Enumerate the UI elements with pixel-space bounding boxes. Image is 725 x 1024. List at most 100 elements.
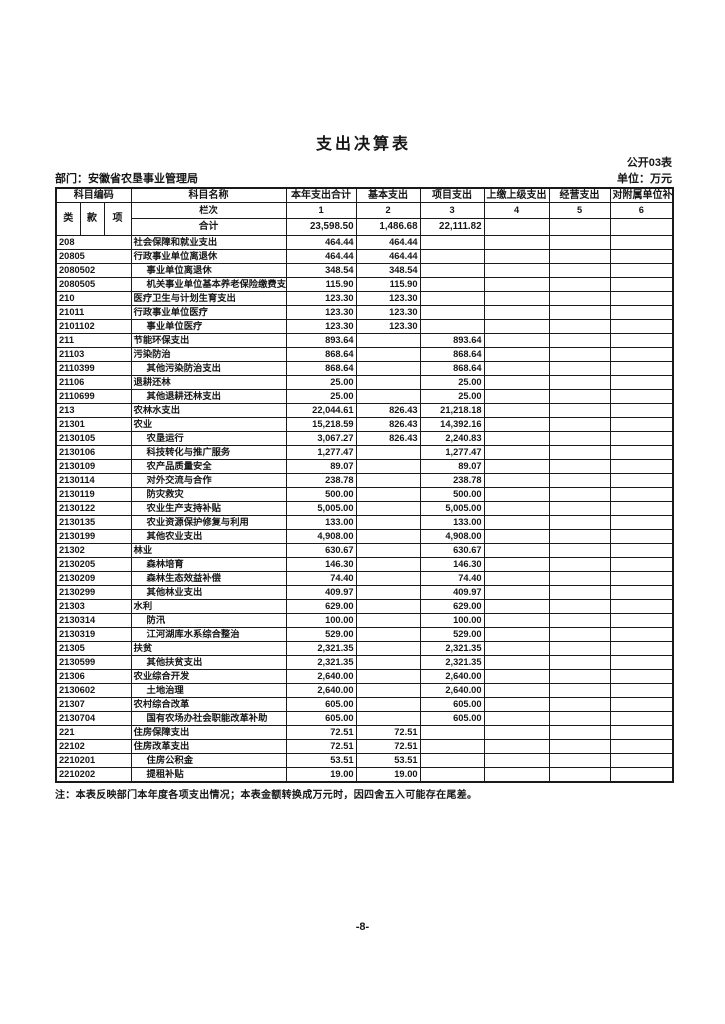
value-cell — [609, 683, 674, 699]
value-cell: 605.00 — [285, 711, 357, 727]
subject-name-cell: 水利 — [130, 599, 287, 615]
table-row: 210 医疗卫生与计划生育支出 123.30 123.30 — [55, 291, 674, 307]
table-row: 2130299 其他林业支出 409.97 409.97 — [55, 585, 674, 601]
value-cell — [355, 599, 421, 615]
value-cell — [419, 305, 485, 321]
subject-code-cell: 2110399 — [55, 361, 132, 377]
value-cell — [355, 361, 421, 377]
value-cell — [419, 277, 485, 293]
subject-code-cell: 211 — [55, 333, 132, 349]
lanci-num-5: 5 — [548, 202, 611, 220]
lanci-num-6: 6 — [609, 202, 674, 220]
subject-code-cell: 2130109 — [55, 459, 132, 475]
value-cell — [355, 683, 421, 699]
value-cell — [355, 375, 421, 391]
value-cell: 4,908.00 — [285, 529, 357, 545]
value-cell — [355, 585, 421, 601]
value-cell — [548, 697, 611, 713]
value-cell — [548, 305, 611, 321]
value-cell: 146.30 — [419, 557, 485, 573]
total-label: 合计 — [130, 218, 287, 237]
value-cell: 14,392.16 — [419, 417, 485, 433]
subject-name-cell: 林业 — [130, 543, 287, 559]
value-cell: 2,240.83 — [419, 431, 485, 447]
value-cell — [609, 319, 674, 335]
value-cell — [548, 627, 611, 643]
value-cell — [355, 655, 421, 671]
value-cell: 89.07 — [285, 459, 357, 475]
value-cell: 238.78 — [419, 473, 485, 489]
subject-name-cell: 其他农业支出 — [130, 529, 287, 545]
value-cell: 19.00 — [285, 767, 357, 783]
department-label: 部门：安徽省农垦事业管理局 — [55, 173, 198, 186]
table-row: 21301 农业 15,218.59 826.43 14,392.16 — [55, 417, 674, 433]
value-cell — [548, 403, 611, 419]
value-cell — [609, 529, 674, 545]
table-row: 22102 住房改革支出 72.51 72.51 — [55, 739, 674, 755]
value-cell — [548, 333, 611, 349]
value-cell — [355, 557, 421, 573]
value-cell — [548, 613, 611, 629]
subject-name-cell: 提租补贴 — [130, 767, 287, 783]
value-cell — [419, 249, 485, 265]
table-row: 21305 扶贫 2,321.35 2,321.35 — [55, 641, 674, 657]
table-row: 2130205 森林培育 146.30 146.30 — [55, 557, 674, 573]
table-row: 2210201 住房公积金 53.51 53.51 — [55, 753, 674, 769]
subject-code-cell: 2130602 — [55, 683, 132, 699]
subject-code-cell: 2130119 — [55, 487, 132, 503]
value-cell: 3,067.27 — [285, 431, 357, 447]
subject-name-cell: 农业生产支持补贴 — [130, 501, 287, 517]
subject-code-cell: 21305 — [55, 641, 132, 657]
value-cell — [483, 683, 550, 699]
value-cell — [483, 347, 550, 363]
value-cell — [548, 445, 611, 461]
value-cell: 238.78 — [285, 473, 357, 489]
subject-code-cell: 21301 — [55, 417, 132, 433]
value-cell: 464.44 — [285, 235, 357, 251]
subject-name-cell: 农业资源保护修复与利用 — [130, 515, 287, 531]
value-cell — [609, 375, 674, 391]
value-cell — [483, 585, 550, 601]
subject-name-cell: 机关事业单位基本养老保险缴费支出 — [130, 277, 287, 293]
value-cell: 123.30 — [355, 319, 421, 335]
value-cell: 123.30 — [355, 291, 421, 307]
value-cell: 115.90 — [355, 277, 421, 293]
value-cell — [548, 669, 611, 685]
subject-name-cell: 森林生态效益补偿 — [130, 571, 287, 587]
value-cell: 605.00 — [419, 711, 485, 727]
value-cell: 25.00 — [285, 375, 357, 391]
subject-code-cell: 21303 — [55, 599, 132, 615]
subject-name-cell: 防灾救灾 — [130, 487, 287, 503]
value-cell: 72.51 — [285, 739, 357, 755]
table-row: 2130122 农业生产支持补贴 5,005.00 5,005.00 — [55, 501, 674, 517]
value-cell: 868.64 — [285, 347, 357, 363]
subject-name-cell: 退耕还林 — [130, 375, 287, 391]
value-cell — [548, 641, 611, 657]
value-cell — [609, 277, 674, 293]
value-cell — [548, 375, 611, 391]
value-cell — [355, 487, 421, 503]
value-cell — [609, 487, 674, 503]
subject-code-cell: 2130209 — [55, 571, 132, 587]
value-cell: 868.64 — [419, 347, 485, 363]
subject-code-cell: 2130105 — [55, 431, 132, 447]
lanci-num-2: 2 — [355, 202, 421, 220]
value-cell — [355, 459, 421, 475]
value-cell: 630.67 — [419, 543, 485, 559]
table-row: 2130599 其他扶贫支出 2,321.35 2,321.35 — [55, 655, 674, 671]
subject-name-cell: 森林培育 — [130, 557, 287, 573]
value-cell — [609, 515, 674, 531]
subject-name-cell: 江河湖库水系综合整治 — [130, 627, 287, 643]
value-cell: 605.00 — [419, 697, 485, 713]
subject-code-cell: 21306 — [55, 669, 132, 685]
value-cell — [548, 585, 611, 601]
value-cell: 22,044.61 — [285, 403, 357, 419]
value-cell: 464.44 — [355, 235, 421, 251]
subject-name-cell: 农产品质量安全 — [130, 459, 287, 475]
subject-code-cell: 2130205 — [55, 557, 132, 573]
value-cell — [609, 627, 674, 643]
value-cell: 2,321.35 — [419, 655, 485, 671]
value-cell — [548, 431, 611, 447]
value-cell: 605.00 — [285, 697, 357, 713]
value-cell — [483, 249, 550, 265]
